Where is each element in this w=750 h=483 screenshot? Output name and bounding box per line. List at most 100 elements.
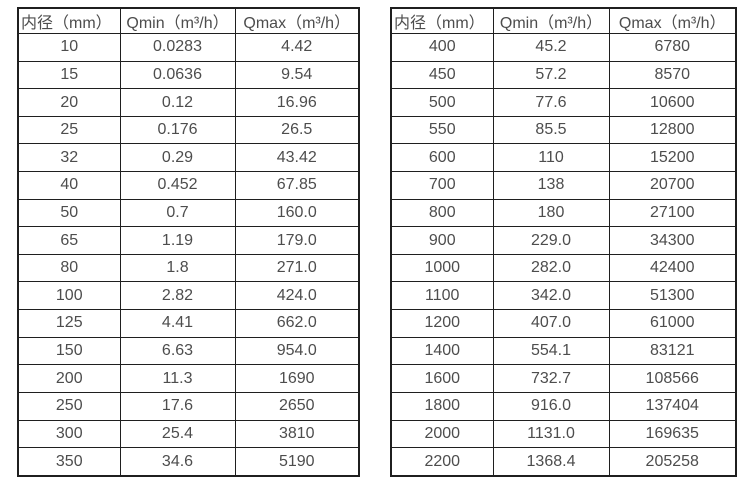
- column-header-qmin: Qmin（m³/h）: [492, 7, 610, 34]
- table-cell: 1368.4: [492, 447, 610, 477]
- table-cell: 180: [492, 198, 610, 228]
- column-header-diameter: 内径（mm）: [390, 7, 494, 34]
- column-header-qmax: Qmax（m³/h）: [234, 7, 360, 34]
- table-cell: 4.41: [119, 309, 236, 338]
- table-cell: 85.5: [492, 115, 610, 145]
- table-cell: 2.82: [119, 281, 236, 311]
- table-cell: 250: [17, 391, 121, 421]
- table-cell: 732.7: [492, 364, 610, 393]
- table-cell: 229.0: [492, 226, 610, 255]
- table-cell: 916.0: [492, 391, 610, 421]
- table-row: 350 34.6 5190: [17, 447, 360, 477]
- table-cell: 20700: [608, 171, 737, 200]
- table-cell: 5190: [234, 447, 360, 477]
- table-cell: 554.1: [492, 336, 610, 366]
- table-row: 700 138 20700: [390, 171, 737, 200]
- table-cell: 2000: [390, 419, 494, 449]
- table-cell: 10600: [608, 88, 737, 117]
- table-cell: 138: [492, 171, 610, 200]
- column-header-qmax: Qmax（m³/h）: [608, 7, 737, 34]
- table-cell: 0.7: [119, 198, 236, 228]
- table-row: 32 0.29 43.42: [17, 143, 360, 173]
- table-body: 10 0.0283 4.42 15 0.0636 9.54 20 0.12 16.96 25 0.1…: [17, 33, 360, 477]
- table-cell: 80: [17, 253, 121, 283]
- table-row: 800 180 27100: [390, 198, 737, 228]
- table-cell: 15: [17, 60, 121, 90]
- table-cell: 150: [17, 336, 121, 366]
- table-cell: 205258: [608, 447, 737, 477]
- table-cell: 700: [390, 171, 494, 200]
- table-cell: 4.42: [234, 33, 360, 62]
- table-row: 40 0.452 67.85: [17, 171, 360, 200]
- table-cell: 350: [17, 447, 121, 477]
- table-cell: 282.0: [492, 253, 610, 283]
- table-header: 内径（mm） Qmin（m³/h） Qmax（m³/h）: [390, 7, 737, 34]
- table-body: 400 45.2 6780 450 57.2 8570 500 77.6 10600 550 85.…: [390, 33, 737, 477]
- table-row: 65 1.19 179.0: [17, 226, 360, 255]
- table-row: 2200 1368.4 205258: [390, 447, 737, 477]
- table-row: 1400 554.1 83121: [390, 336, 737, 366]
- column-header-diameter: 内径（mm）: [17, 7, 121, 34]
- table-cell: 125: [17, 309, 121, 338]
- table-cell: 34.6: [119, 447, 236, 477]
- table-cell: 1600: [390, 364, 494, 393]
- table-row: 200 11.3 1690: [17, 364, 360, 393]
- table-row: 300 25.4 3810: [17, 419, 360, 449]
- header-row: 内径（mm） Qmin（m³/h） Qmax（m³/h）: [17, 7, 360, 34]
- table-cell: 1800: [390, 391, 494, 421]
- table-cell: 179.0: [234, 226, 360, 255]
- table-cell: 550: [390, 115, 494, 145]
- table-cell: 34300: [608, 226, 737, 255]
- table-cell: 67.85: [234, 171, 360, 200]
- table-cell: 8570: [608, 60, 737, 90]
- table-cell: 0.29: [119, 143, 236, 173]
- table-cell: 83121: [608, 336, 737, 366]
- table-row: 250 17.6 2650: [17, 391, 360, 421]
- table-cell: 16.96: [234, 88, 360, 117]
- table-row: 25 0.176 26.5: [17, 115, 360, 145]
- table-cell: 169635: [608, 419, 737, 449]
- table-cell: 407.0: [492, 309, 610, 338]
- table-row: 600 110 15200: [390, 143, 737, 173]
- table-cell: 40: [17, 171, 121, 200]
- table-row: 450 57.2 8570: [390, 60, 737, 90]
- table-cell: 954.0: [234, 336, 360, 366]
- table-row: 1800 916.0 137404: [390, 391, 737, 421]
- table-row: 1100 342.0 51300: [390, 281, 737, 311]
- table-cell: 271.0: [234, 253, 360, 283]
- table-cell: 1400: [390, 336, 494, 366]
- table-row: 50 0.7 160.0: [17, 198, 360, 228]
- table-cell: 25: [17, 115, 121, 145]
- table-cell: 50: [17, 198, 121, 228]
- table-row: 125 4.41 662.0: [17, 309, 360, 338]
- table-cell: 2650: [234, 391, 360, 421]
- table-cell: 100: [17, 281, 121, 311]
- table-cell: 6.63: [119, 336, 236, 366]
- table-cell: 1100: [390, 281, 494, 311]
- table-cell: 662.0: [234, 309, 360, 338]
- table-cell: 900: [390, 226, 494, 255]
- table-row: 10 0.0283 4.42: [17, 33, 360, 62]
- table-cell: 17.6: [119, 391, 236, 421]
- table-row: 400 45.2 6780: [390, 33, 737, 62]
- table-cell: 45.2: [492, 33, 610, 62]
- table-cell: 0.0636: [119, 60, 236, 90]
- table-cell: 0.12: [119, 88, 236, 117]
- table-cell: 108566: [608, 364, 737, 393]
- table-row: 15 0.0636 9.54: [17, 60, 360, 90]
- table-cell: 800: [390, 198, 494, 228]
- table-cell: 1200: [390, 309, 494, 338]
- table-cell: 424.0: [234, 281, 360, 311]
- table-row: 80 1.8 271.0: [17, 253, 360, 283]
- table-cell: 0.0283: [119, 33, 236, 62]
- table-row: 150 6.63 954.0: [17, 336, 360, 366]
- tables-container: 内径（mm） Qmin（m³/h） Qmax（m³/h） 10 0.0283 4.4…: [17, 7, 737, 477]
- table-header: 内径（mm） Qmin（m³/h） Qmax（m³/h）: [17, 7, 360, 34]
- table-cell: 0.452: [119, 171, 236, 200]
- table-cell: 65: [17, 226, 121, 255]
- table-cell: 32: [17, 143, 121, 173]
- table-cell: 20: [17, 88, 121, 117]
- table-row: 900 229.0 34300: [390, 226, 737, 255]
- table-cell: 11.3: [119, 364, 236, 393]
- column-header-qmin: Qmin（m³/h）: [119, 7, 236, 34]
